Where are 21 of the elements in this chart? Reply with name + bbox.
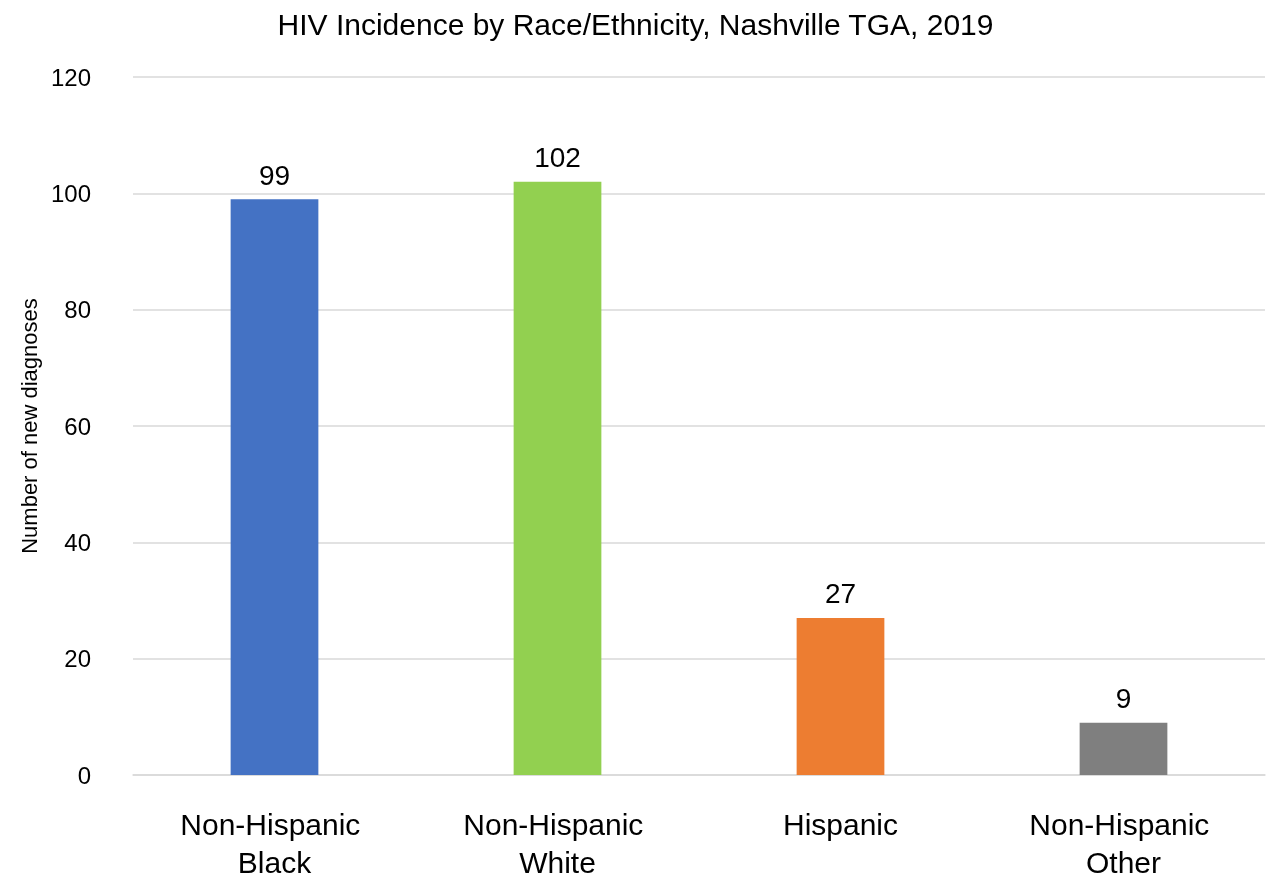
bar [1079,722,1168,775]
y-tick-label: 0 [77,761,91,789]
x-tick-label: Hispanic [782,807,899,841]
bar [513,181,602,775]
x-tick-label: Non-Hispanic Black [180,807,369,879]
x-tick-label: Non-Hispanic Other [1029,807,1218,879]
y-tick-label: 60 [64,412,91,440]
y-tick-label: 40 [64,528,91,556]
y-tick-label: 20 [64,645,91,673]
chart-title: HIV Incidence by Race/Ethnicity, Nashville TGA, 2019 [277,7,994,41]
y-tick-label: 100 [50,179,91,207]
bar [230,199,319,775]
data-label: 27 [824,578,857,610]
y-tick-label: 120 [50,63,91,91]
data-label: 9 [1115,683,1132,715]
data-label: 99 [258,159,291,191]
bar [796,617,885,775]
y-tick-label: 80 [64,296,91,324]
x-tick-label: Non-Hispanic White [463,807,652,879]
y-axis-title: Number of new diagnoses [16,298,42,554]
data-label: 102 [534,142,581,174]
